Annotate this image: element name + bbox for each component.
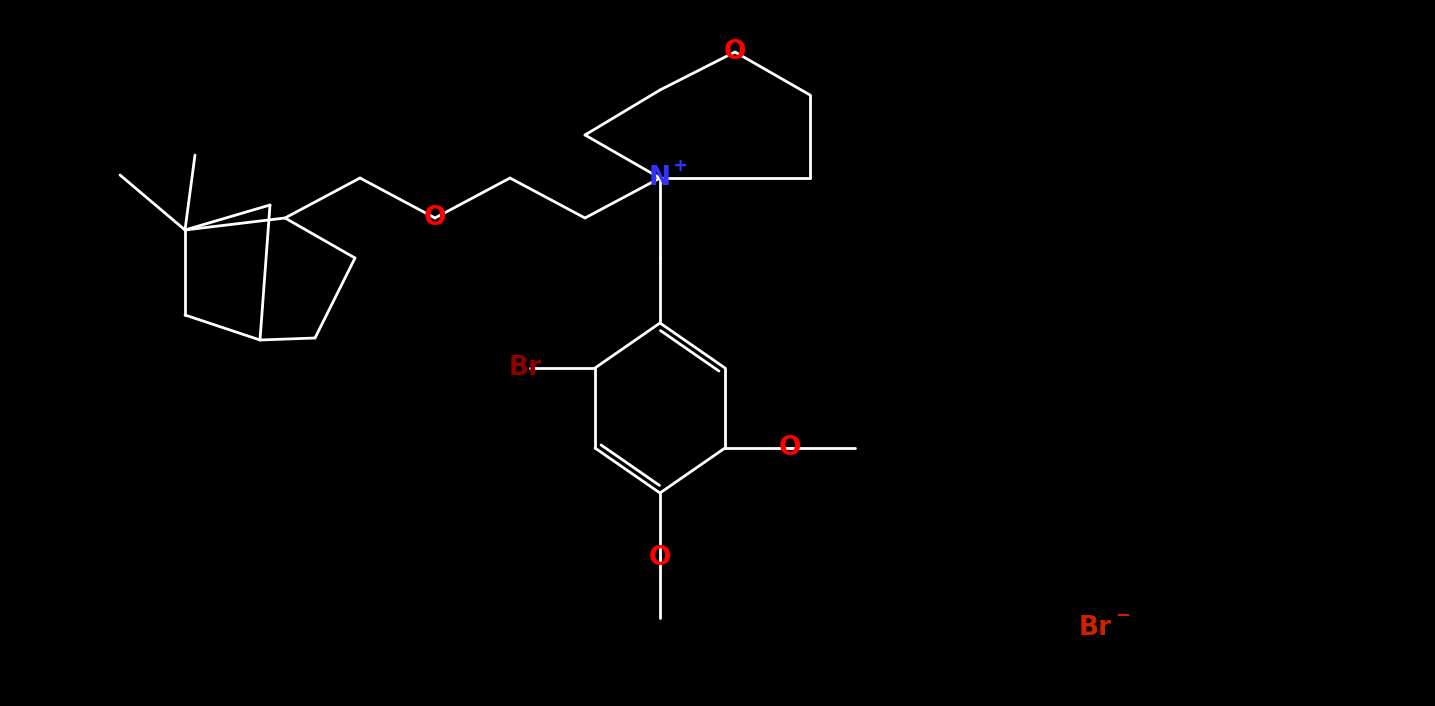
Text: O: O [779,435,801,461]
Text: O: O [649,545,672,571]
Text: O: O [723,39,746,65]
Text: +: + [673,157,687,175]
Text: N: N [649,165,672,191]
Text: Br: Br [1079,615,1112,641]
Text: Br: Br [508,355,541,381]
Text: −: − [1115,607,1131,625]
Text: O: O [423,205,446,231]
